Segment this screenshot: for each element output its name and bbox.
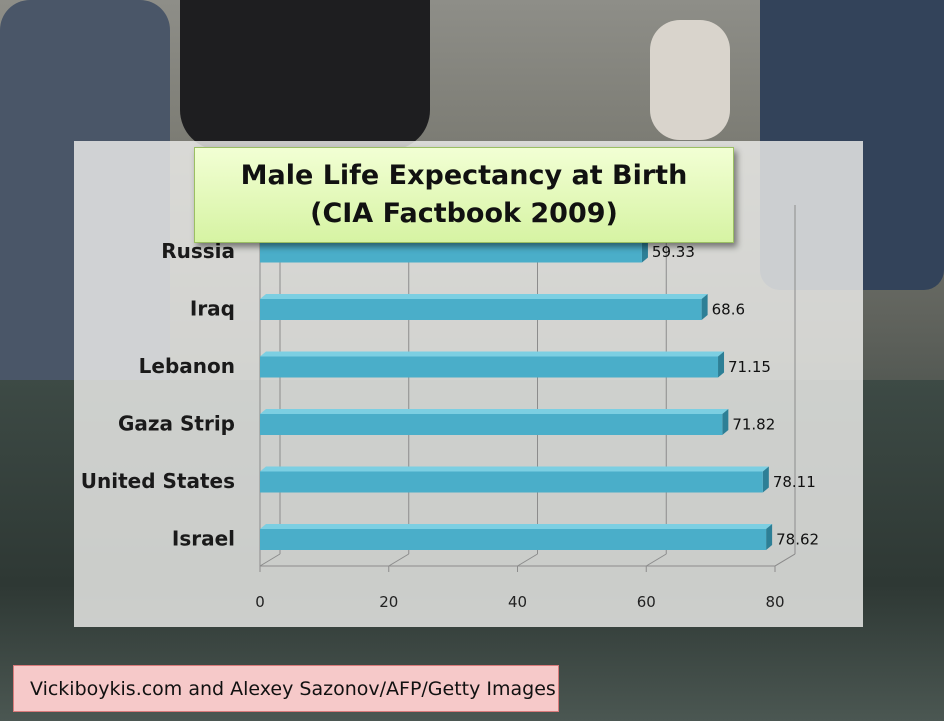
bar-end-face bbox=[762, 466, 769, 493]
bar-top-face bbox=[260, 351, 725, 357]
chart-title-box: Male Life Expectancy at Birth (CIA Factb… bbox=[194, 147, 734, 243]
x-tick-label: 60 bbox=[637, 593, 656, 611]
credit-text: Vickiboykis.com and Alexey Sazonov/AFP/G… bbox=[30, 677, 556, 700]
bar bbox=[260, 356, 719, 378]
data-label: 71.15 bbox=[728, 358, 771, 376]
category-label: United States bbox=[81, 469, 235, 493]
bar-top-face bbox=[260, 524, 773, 529]
bar-end-face bbox=[718, 351, 725, 378]
floor-gridline bbox=[645, 553, 667, 567]
background-photo-bottle bbox=[650, 20, 730, 140]
bar-end-face bbox=[701, 294, 708, 320]
data-label: 68.6 bbox=[712, 301, 745, 319]
category-label: Israel bbox=[172, 527, 235, 551]
floor-gridline bbox=[388, 553, 410, 567]
bar-top-face bbox=[260, 409, 729, 414]
data-label: 71.82 bbox=[732, 416, 775, 434]
category-label: Gaza Strip bbox=[118, 412, 235, 436]
bar bbox=[260, 299, 702, 320]
floor-gridline bbox=[517, 553, 538, 567]
data-label: 78.62 bbox=[776, 531, 819, 549]
background-photo-figure bbox=[180, 0, 430, 150]
category-label: Iraq bbox=[190, 297, 235, 321]
floor-edge bbox=[774, 553, 796, 567]
chart-title: Male Life Expectancy at Birth (CIA Factb… bbox=[240, 160, 688, 229]
floor-gridline bbox=[259, 553, 281, 567]
data-label: 78.11 bbox=[773, 473, 816, 491]
x-tick-label: 0 bbox=[255, 593, 265, 611]
x-tick-label: 80 bbox=[765, 593, 784, 611]
bar bbox=[260, 414, 723, 435]
bar-end-face bbox=[766, 524, 773, 550]
bar bbox=[260, 529, 767, 550]
bar-end-face bbox=[641, 236, 648, 263]
category-label: Lebanon bbox=[139, 354, 235, 378]
bar-end-face bbox=[722, 409, 729, 435]
x-tick-label: 40 bbox=[508, 593, 527, 611]
bar bbox=[260, 241, 642, 263]
credit-box: Vickiboykis.com and Alexey Sazonov/AFP/G… bbox=[13, 665, 559, 712]
x-tick-label: 20 bbox=[379, 593, 398, 611]
bar-top-face bbox=[260, 294, 708, 299]
data-label: 59.33 bbox=[652, 243, 695, 261]
bar-top-face bbox=[260, 466, 769, 472]
category-label: Russia bbox=[161, 239, 235, 263]
bar bbox=[260, 471, 763, 493]
